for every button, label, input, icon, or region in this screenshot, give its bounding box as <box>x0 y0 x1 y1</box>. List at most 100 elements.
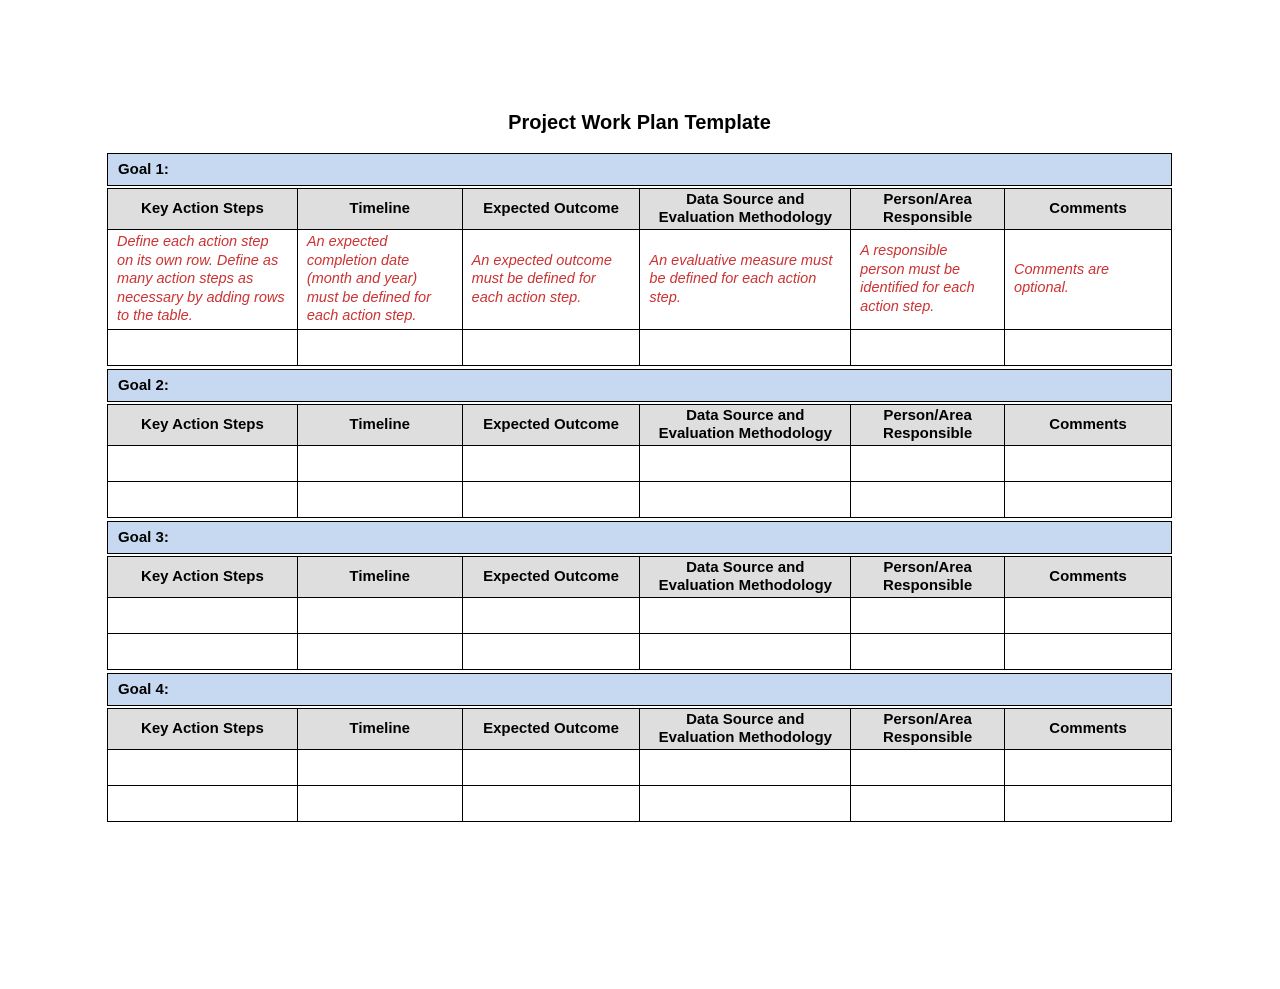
empty-row <box>107 444 1172 482</box>
empty-cell[interactable] <box>850 596 1006 634</box>
empty-row <box>107 596 1172 634</box>
empty-cell[interactable] <box>296 784 463 822</box>
instruction-row: Define each action step on its own row. … <box>107 229 1172 330</box>
column-header-row: Key Action Steps Timeline Expected Outco… <box>107 555 1172 598</box>
empty-cell[interactable] <box>639 444 852 482</box>
column-header-row: Key Action Steps Timeline Expected Outco… <box>107 707 1172 750</box>
empty-cell[interactable] <box>850 480 1006 518</box>
column-header-person-responsible: Person/Area Responsible <box>850 555 1006 598</box>
goal-2-table: Key Action Steps Timeline Expected Outco… <box>107 403 1172 518</box>
column-header-row: Key Action Steps Timeline Expected Outco… <box>107 188 1172 230</box>
instruction-cell-comments: Comments are optional. <box>1004 229 1172 330</box>
empty-cell[interactable] <box>461 444 641 482</box>
empty-cell[interactable] <box>296 596 463 634</box>
empty-cell[interactable] <box>1004 784 1172 822</box>
column-header-timeline: Timeline <box>296 188 463 230</box>
empty-row <box>107 328 1172 366</box>
empty-cell[interactable] <box>1004 632 1172 670</box>
empty-cell[interactable] <box>639 596 852 634</box>
empty-cell[interactable] <box>107 480 298 518</box>
empty-cell[interactable] <box>461 632 641 670</box>
empty-cell[interactable] <box>461 480 641 518</box>
goal-4-label: Goal 4: <box>118 680 169 698</box>
column-header-key-action-steps: Key Action Steps <box>107 707 298 750</box>
empty-cell[interactable] <box>639 748 852 786</box>
column-header-data-source: Data Source and Evaluation Methodology <box>639 403 852 446</box>
page-title: Project Work Plan Template <box>508 112 771 134</box>
empty-cell[interactable] <box>107 328 298 366</box>
empty-cell[interactable] <box>639 480 852 518</box>
empty-cell[interactable] <box>107 444 298 482</box>
empty-cell[interactable] <box>296 444 463 482</box>
empty-cell[interactable] <box>107 748 298 786</box>
goal-3-bar: Goal 3: <box>107 520 1172 554</box>
empty-cell[interactable] <box>461 748 641 786</box>
column-header-timeline: Timeline <box>296 555 463 598</box>
column-header-expected-outcome: Expected Outcome <box>461 555 641 598</box>
goal-1-label: Goal 1: <box>118 161 169 178</box>
empty-cell[interactable] <box>850 328 1006 366</box>
column-header-expected-outcome: Expected Outcome <box>461 403 641 446</box>
empty-cell[interactable] <box>1004 748 1172 786</box>
goal-1-bar: Goal 1: <box>107 153 1172 186</box>
goal-1-section: Goal 1: Key Action Steps Timeline Expect… <box>107 153 1172 366</box>
empty-cell[interactable] <box>639 328 852 366</box>
empty-row <box>107 784 1172 822</box>
empty-cell[interactable] <box>296 328 463 366</box>
goal-1-table: Key Action Steps Timeline Expected Outco… <box>107 188 1172 366</box>
empty-cell[interactable] <box>1004 596 1172 634</box>
column-header-data-source: Data Source and Evaluation Methodology <box>639 188 852 230</box>
goal-4-bar: Goal 4: <box>107 672 1172 706</box>
empty-cell[interactable] <box>107 632 298 670</box>
empty-cell[interactable] <box>461 596 641 634</box>
column-header-person-responsible: Person/Area Responsible <box>850 403 1006 446</box>
instruction-cell-expected-outcome: An expected outcome must be defined for … <box>461 229 641 330</box>
empty-cell[interactable] <box>296 748 463 786</box>
empty-row <box>107 632 1172 670</box>
column-header-key-action-steps: Key Action Steps <box>107 555 298 598</box>
column-header-comments: Comments <box>1004 555 1172 598</box>
goal-2-section: Goal 2: Key Action Steps Timeline Expect… <box>107 368 1172 518</box>
empty-cell[interactable] <box>1004 328 1172 366</box>
goal-3-label: Goal 3: <box>118 528 169 546</box>
instruction-cell-data-source: An evaluative measure must be defined fo… <box>639 229 852 330</box>
column-header-row: Key Action Steps Timeline Expected Outco… <box>107 403 1172 446</box>
column-header-comments: Comments <box>1004 707 1172 750</box>
column-header-expected-outcome: Expected Outcome <box>461 188 641 230</box>
column-header-person-responsible: Person/Area Responsible <box>850 707 1006 750</box>
empty-cell[interactable] <box>107 784 298 822</box>
goal-3-table: Key Action Steps Timeline Expected Outco… <box>107 555 1172 670</box>
empty-cell[interactable] <box>461 784 641 822</box>
empty-cell[interactable] <box>850 748 1006 786</box>
instruction-cell-timeline: An expected completion date (month and y… <box>296 229 463 330</box>
goal-2-bar: Goal 2: <box>107 368 1172 402</box>
column-header-comments: Comments <box>1004 403 1172 446</box>
empty-cell[interactable] <box>107 596 298 634</box>
empty-cell[interactable] <box>296 632 463 670</box>
empty-row <box>107 480 1172 518</box>
goal-2-label: Goal 2: <box>118 376 169 394</box>
column-header-data-source: Data Source and Evaluation Methodology <box>639 707 852 750</box>
goal-4-section: Goal 4: Key Action Steps Timeline Expect… <box>107 672 1172 822</box>
column-header-data-source: Data Source and Evaluation Methodology <box>639 555 852 598</box>
goal-4-table: Key Action Steps Timeline Expected Outco… <box>107 707 1172 822</box>
empty-row <box>107 748 1172 786</box>
empty-cell[interactable] <box>639 632 852 670</box>
instruction-cell-key-action-steps: Define each action step on its own row. … <box>107 229 298 330</box>
empty-cell[interactable] <box>639 784 852 822</box>
instruction-cell-person-responsible: A responsible person must be identified … <box>850 229 1006 330</box>
empty-cell[interactable] <box>461 328 641 366</box>
empty-cell[interactable] <box>850 444 1006 482</box>
empty-cell[interactable] <box>1004 480 1172 518</box>
column-header-comments: Comments <box>1004 188 1172 230</box>
empty-cell[interactable] <box>296 480 463 518</box>
column-header-expected-outcome: Expected Outcome <box>461 707 641 750</box>
empty-cell[interactable] <box>1004 444 1172 482</box>
column-header-key-action-steps: Key Action Steps <box>107 188 298 230</box>
column-header-timeline: Timeline <box>296 403 463 446</box>
empty-cell[interactable] <box>850 632 1006 670</box>
column-header-key-action-steps: Key Action Steps <box>107 403 298 446</box>
empty-cell[interactable] <box>850 784 1006 822</box>
work-plan-document: Project Work Plan Template Goal 1: Key A… <box>107 112 1172 822</box>
